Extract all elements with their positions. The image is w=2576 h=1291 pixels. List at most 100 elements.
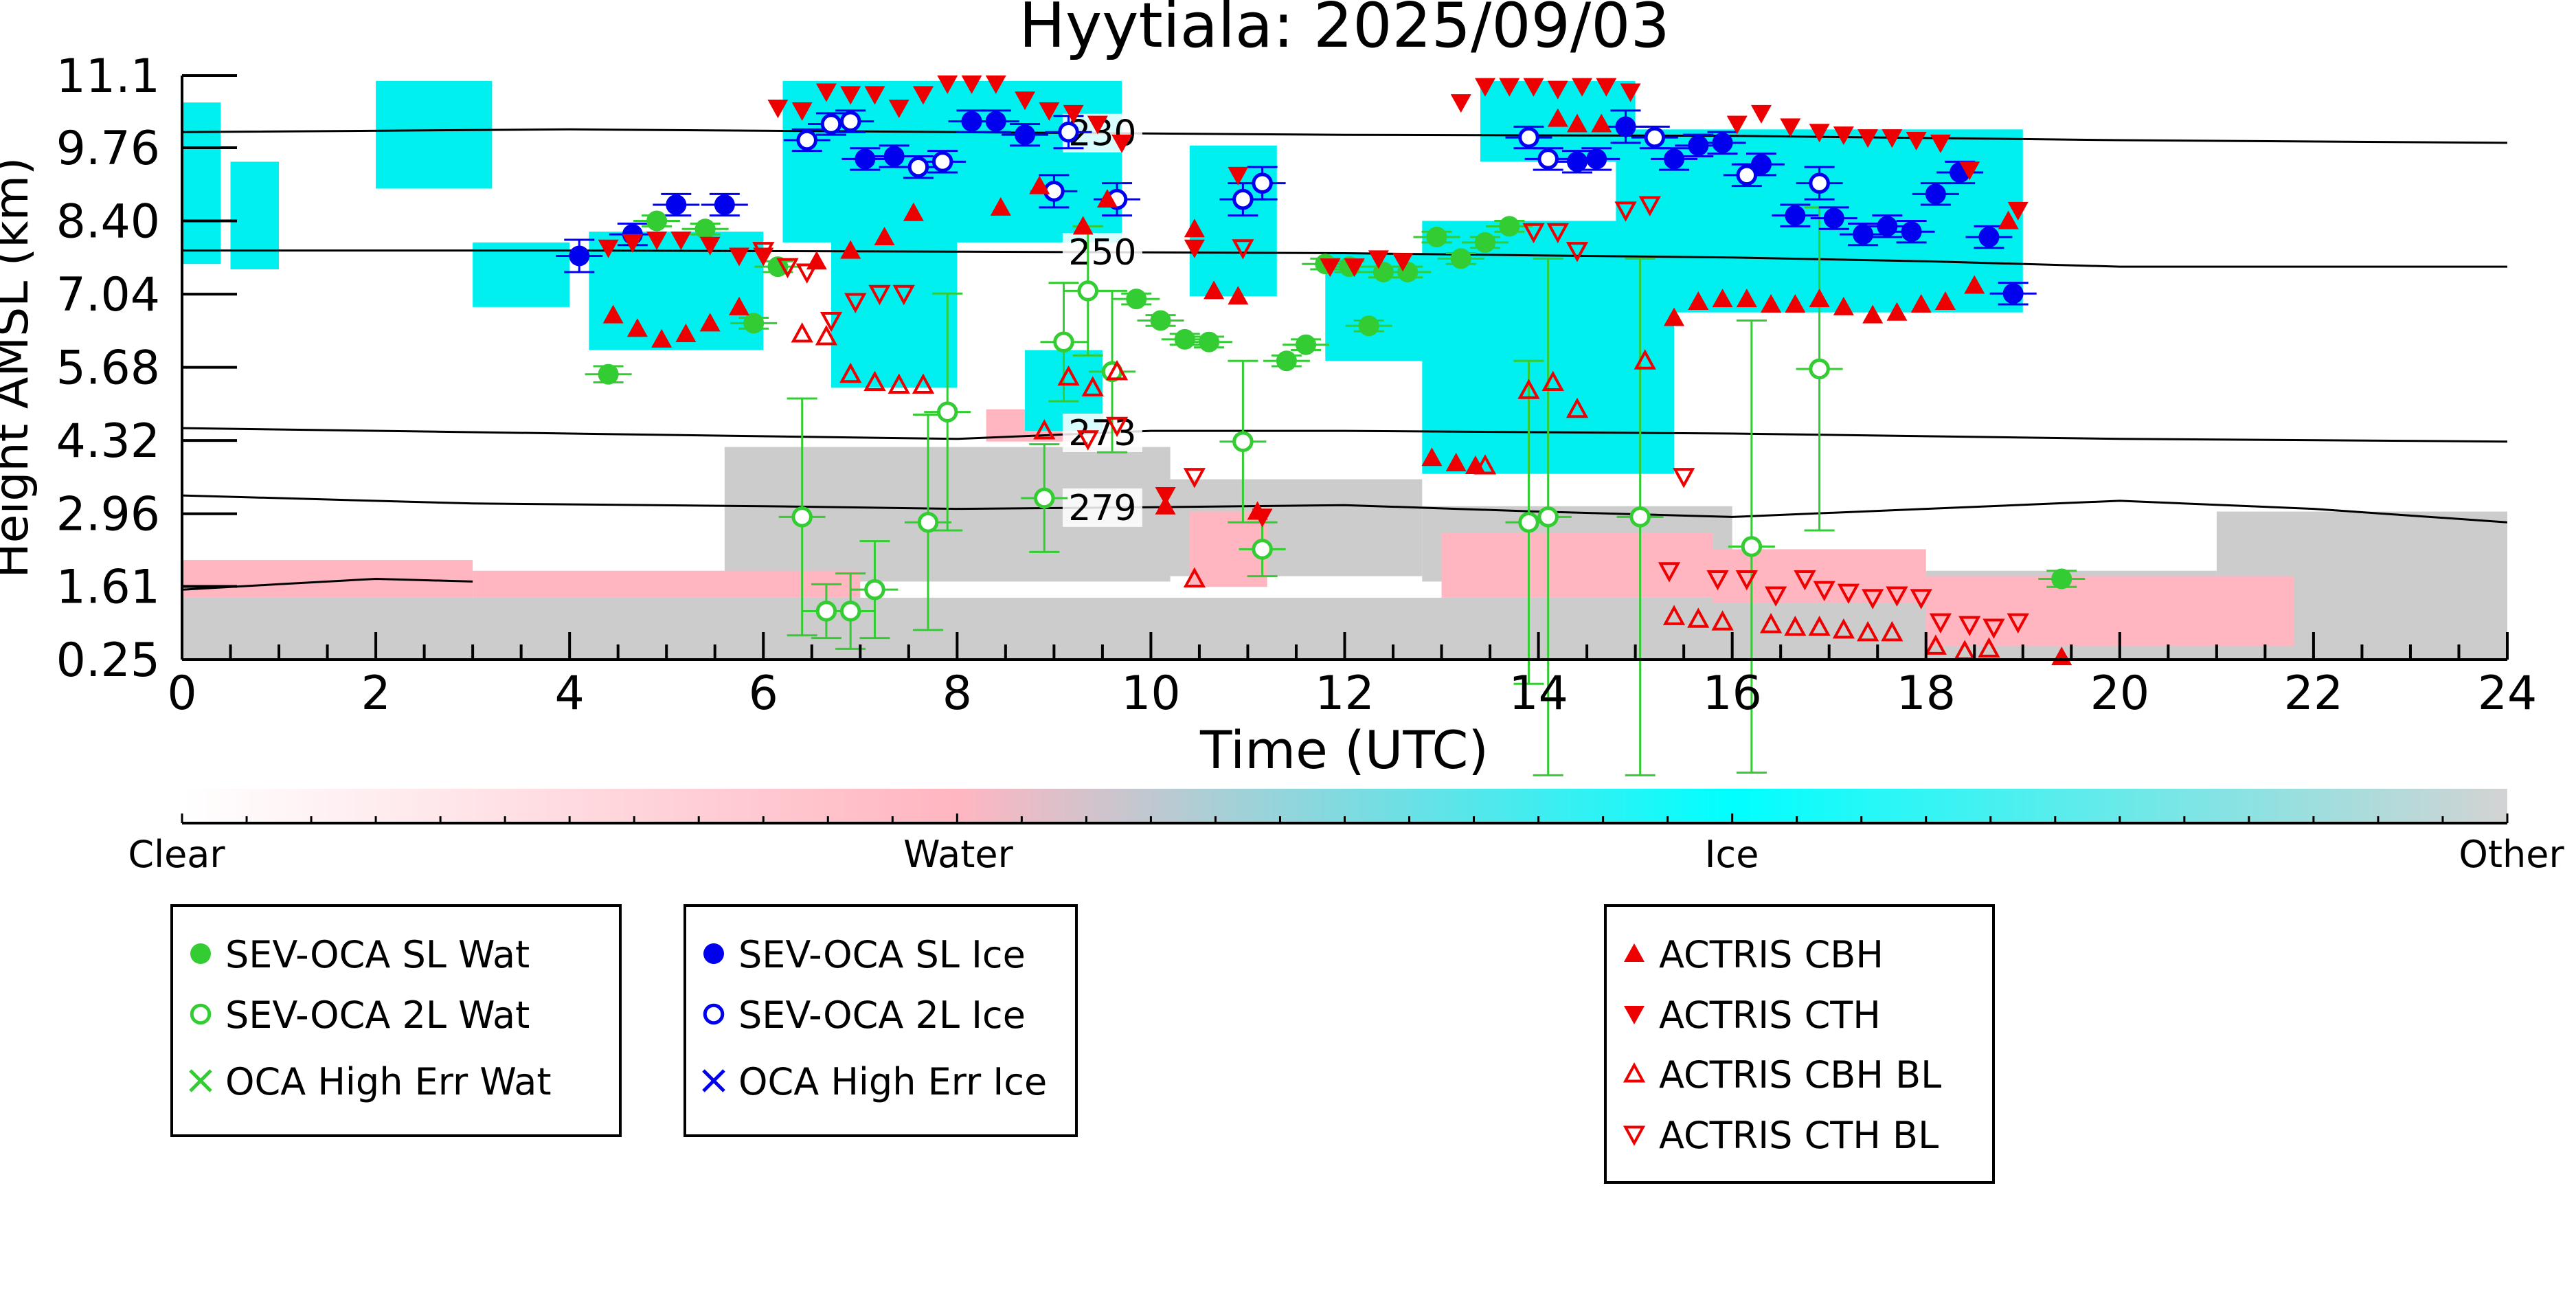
legend-item: ACTRIS CBH BL — [1623, 1053, 1941, 1097]
data-point — [1445, 453, 1467, 472]
data-point — [1368, 250, 1389, 269]
legend-item: SEV-OCA 2L Ice — [703, 993, 1026, 1037]
data-point — [598, 239, 619, 258]
data-point — [907, 156, 929, 178]
y-tick-label: 8.40 — [56, 195, 160, 249]
data-point — [699, 313, 721, 332]
legend-marker — [1624, 943, 1645, 962]
colorbar-ticks — [181, 813, 2509, 823]
region-ice — [473, 242, 570, 307]
data-point — [2002, 283, 2024, 304]
data-point — [1930, 134, 1951, 153]
legend-box: SEV-OCA SL Wat SEV-OCA 2L Wat OCA High Err… — [170, 904, 622, 1137]
y-tick-label: 2.96 — [56, 488, 160, 542]
data-point — [1034, 487, 1055, 509]
legend-item: ACTRIS CTH — [1624, 993, 1881, 1037]
data-point — [2007, 613, 2029, 634]
data-point — [666, 194, 687, 216]
colorbar-labels: Clear Water Ice Other — [128, 833, 2564, 876]
data-point — [1785, 293, 1806, 313]
x-tick-label: 20 — [2090, 666, 2150, 721]
data-point — [1688, 291, 1709, 311]
data-point — [1465, 455, 1486, 474]
legend-marker — [702, 1069, 725, 1092]
x-tick-label: 4 — [555, 666, 585, 721]
data-point — [1712, 289, 1733, 308]
data-point — [1881, 620, 1903, 642]
x-tick-label: 16 — [1702, 666, 1762, 721]
legend-box: SEV-OCA SL Ice SEV-OCA 2L Ice OCA High Err… — [683, 904, 1078, 1137]
data-point — [1638, 196, 1661, 216]
legend-item: OCA High Err Ice — [702, 1060, 1047, 1103]
data-point — [1862, 589, 1884, 609]
x-tick-label: 2 — [361, 666, 390, 721]
data-point — [1712, 132, 1733, 153]
data-point — [937, 75, 958, 94]
data-point — [1934, 291, 1956, 311]
data-point — [1614, 201, 1637, 222]
data-point — [1857, 129, 1879, 148]
data-point — [1111, 134, 1133, 153]
data-point — [1184, 239, 1205, 258]
x-tick-label: 14 — [1509, 666, 1568, 721]
data-point — [1087, 115, 1108, 135]
data-point — [796, 129, 817, 151]
data-point — [1809, 358, 1830, 380]
legend-item: SEV-OCA 2L Wat — [190, 993, 530, 1037]
data-point — [1785, 205, 1806, 226]
data-point — [675, 324, 697, 343]
legend-label: ACTRIS CTH BL — [1659, 1114, 1939, 1157]
data-point — [844, 293, 867, 313]
data-point — [1658, 562, 1681, 583]
data-point — [985, 111, 1006, 132]
legend-item: OCA High Err Wat — [189, 1060, 552, 1103]
x-tick-label: 12 — [1315, 666, 1375, 721]
x-tick-label: 18 — [1896, 666, 1956, 721]
x-tick-label: 10 — [1121, 666, 1181, 721]
data-point — [1057, 365, 1080, 386]
data-point — [1750, 154, 1772, 175]
data-point — [1809, 289, 1830, 308]
data-point — [1596, 78, 1617, 97]
data-point — [1450, 248, 1471, 269]
data-point — [1537, 148, 1559, 170]
legend-item: ACTRIS CTH BL — [1623, 1114, 1939, 1157]
data-point — [1794, 570, 1816, 591]
data-point — [806, 251, 827, 270]
data-point — [1813, 581, 1835, 602]
legend-label: SEV-OCA SL Ice — [738, 933, 1026, 976]
data-point — [752, 242, 775, 262]
legend-label: SEV-OCA 2L Wat — [225, 993, 530, 1037]
legend-marker — [1623, 1125, 1646, 1146]
data-point — [912, 86, 934, 105]
data-point — [1232, 188, 1254, 210]
data-point — [874, 227, 895, 246]
data-point — [1081, 376, 1104, 396]
y-tick-label: 1.61 — [56, 560, 160, 614]
data-point — [776, 258, 799, 279]
legend-label: ACTRIS CTH — [1659, 993, 1881, 1037]
contour-line — [182, 128, 2507, 144]
data-point — [1750, 104, 1772, 124]
data-point — [1735, 570, 1758, 591]
data-point — [1450, 94, 1471, 113]
data-point — [1566, 242, 1589, 262]
data-point — [1833, 296, 1854, 315]
data-point — [1015, 91, 1036, 111]
data-point — [840, 86, 861, 105]
data-point — [791, 506, 813, 528]
data-point — [1199, 331, 1220, 352]
data-point — [1833, 126, 1854, 146]
data-point — [1823, 207, 1844, 229]
data-point — [1978, 227, 2000, 248]
data-point — [1058, 122, 1079, 143]
legend-marker — [1623, 1062, 1646, 1083]
classification-field — [182, 80, 2507, 660]
data-point — [1105, 416, 1129, 438]
data-point — [1591, 113, 1612, 133]
legend-marker — [1624, 1006, 1645, 1024]
data-point — [1615, 116, 1636, 137]
x-tick-label: 6 — [749, 666, 778, 721]
colorbar-label: Clear — [128, 833, 225, 876]
